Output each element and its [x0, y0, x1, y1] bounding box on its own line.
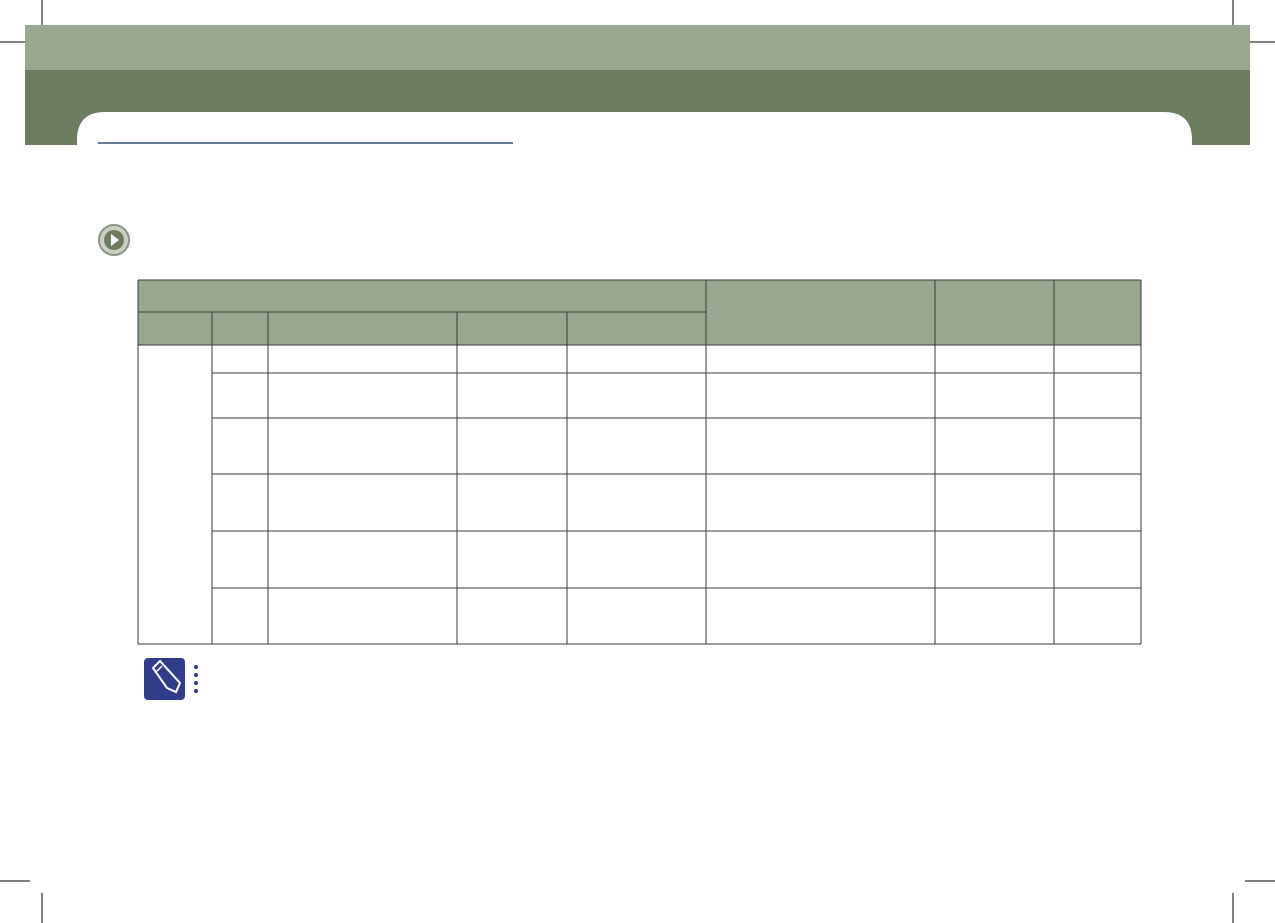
icon-arrow	[111, 234, 119, 246]
note-dot	[194, 681, 198, 685]
note-dot	[194, 665, 198, 669]
note-dot	[194, 689, 198, 693]
table-grid	[137, 279, 1142, 645]
header-tab	[77, 112, 1192, 145]
note-pencil	[151, 659, 182, 694]
note-pencil-line	[154, 665, 163, 674]
header-band-light	[25, 25, 1250, 70]
table	[137, 279, 1142, 645]
note-icon	[144, 658, 198, 700]
note-dot	[194, 673, 198, 677]
note-badge	[144, 658, 185, 700]
section-icon	[98, 224, 130, 256]
